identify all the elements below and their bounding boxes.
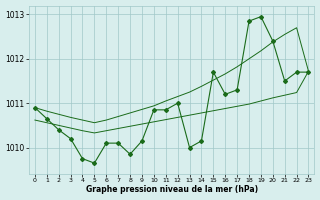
- X-axis label: Graphe pression niveau de la mer (hPa): Graphe pression niveau de la mer (hPa): [86, 185, 258, 194]
